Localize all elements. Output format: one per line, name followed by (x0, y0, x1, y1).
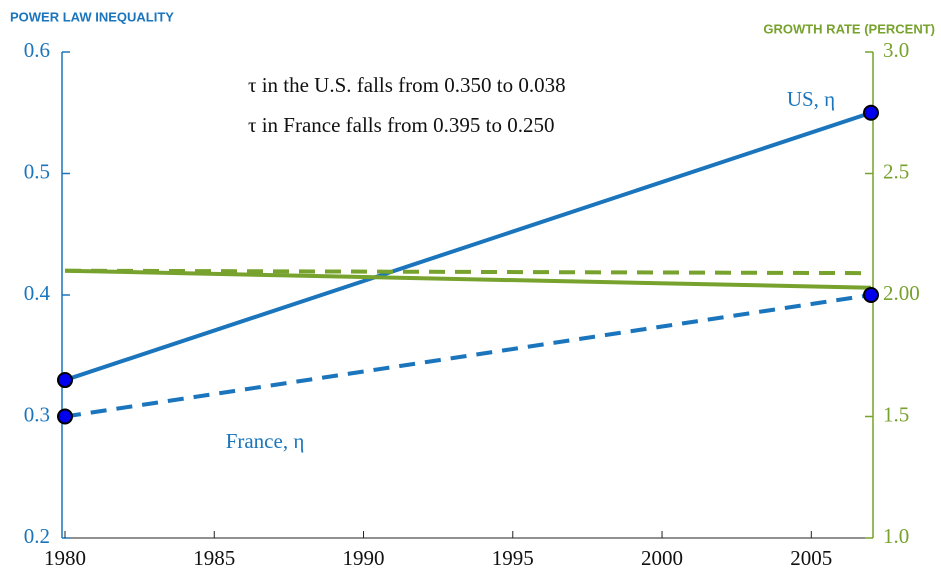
y2-tick-label: 2.00 (883, 281, 920, 305)
annotation: τ in the U.S. falls from 0.350 to 0.038 (248, 73, 566, 97)
y-tick-label: 0.3 (24, 402, 50, 426)
series-line (64, 268, 872, 290)
y-tick-label: 0.6 (24, 38, 50, 62)
y-tick-label: 0.4 (24, 281, 51, 305)
marker (57, 372, 73, 389)
series-label: US, η (787, 87, 835, 111)
marker (863, 287, 879, 303)
annotation: τ in France falls from 0.395 to 0.250 (248, 113, 554, 137)
marker (57, 408, 73, 425)
y2-axis-title: GROWTH RATE (PERCENT) (763, 21, 935, 36)
marker (863, 104, 879, 121)
y-tick-label: 0.2 (24, 524, 50, 548)
y2-tick-label: 1.5 (883, 402, 909, 426)
series-line (64, 293, 872, 419)
y2-tick-label: 2.5 (883, 159, 909, 183)
y2-tick-label: 1.0 (883, 524, 909, 548)
x-tick-label: 1990 (343, 546, 385, 570)
y-tick-label: 0.5 (24, 159, 50, 183)
x-tick-label: 1980 (44, 546, 86, 570)
x-tick-label: 2000 (641, 546, 683, 570)
x-tick-label: 1995 (492, 546, 534, 570)
series-line (64, 268, 872, 276)
y2-tick-label: 3.0 (883, 38, 909, 62)
x-tick-label: 2005 (790, 546, 832, 570)
y-axis-title: POWER LAW INEQUALITY (10, 9, 174, 24)
series-line (64, 110, 872, 382)
series-label: France, η (226, 429, 305, 453)
x-tick-label: 1985 (193, 546, 235, 570)
